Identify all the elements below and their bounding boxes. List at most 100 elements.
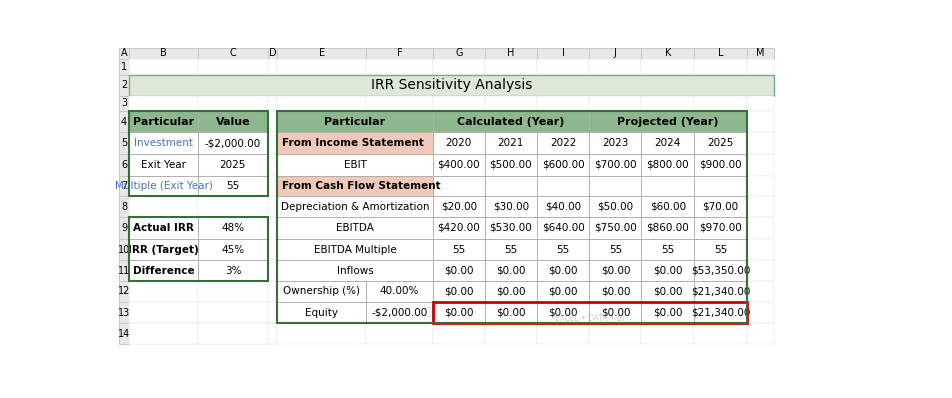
Bar <box>198 59 268 76</box>
Bar <box>694 96 746 111</box>
Text: $0.00: $0.00 <box>496 287 526 297</box>
Text: $50.00: $50.00 <box>597 202 633 212</box>
Text: EBITDA Multiple: EBITDA Multiple <box>313 244 396 254</box>
Bar <box>277 154 433 176</box>
Text: $700.00: $700.00 <box>594 160 637 170</box>
Bar <box>268 154 277 176</box>
Bar <box>746 217 774 239</box>
Text: I: I <box>562 48 565 58</box>
Text: 3: 3 <box>121 98 128 108</box>
Bar <box>367 59 433 76</box>
Bar <box>537 48 589 59</box>
Text: 2022: 2022 <box>550 138 576 148</box>
Text: Difference: Difference <box>132 266 194 276</box>
Text: $600.00: $600.00 <box>542 160 585 170</box>
Text: $0.00: $0.00 <box>548 308 578 318</box>
Bar <box>268 324 277 344</box>
Text: Equity: Equity <box>306 308 338 318</box>
Bar <box>268 96 277 111</box>
Bar <box>198 281 268 302</box>
Text: H: H <box>507 48 514 58</box>
Bar <box>694 302 746 324</box>
Text: $970.00: $970.00 <box>699 223 742 233</box>
Text: Calculated (Year): Calculated (Year) <box>458 117 565 127</box>
Bar <box>268 111 277 133</box>
Text: M: M <box>756 48 764 58</box>
Text: 55: 55 <box>505 244 517 254</box>
Bar <box>642 196 694 217</box>
Bar <box>485 324 537 344</box>
Text: $21,340.00: $21,340.00 <box>691 287 750 297</box>
Bar <box>277 48 367 59</box>
Bar <box>129 239 198 260</box>
Text: Actual IRR: Actual IRR <box>133 223 194 233</box>
Bar <box>433 133 485 154</box>
Bar <box>694 260 746 281</box>
Text: 9: 9 <box>121 223 128 233</box>
Bar <box>589 260 642 281</box>
Bar <box>129 48 198 59</box>
Text: 11: 11 <box>118 266 130 276</box>
Text: 7: 7 <box>121 181 128 191</box>
Bar <box>119 302 129 324</box>
Bar <box>642 302 694 324</box>
Bar <box>746 302 774 324</box>
Text: 55: 55 <box>661 244 674 254</box>
Text: 45%: 45% <box>222 244 245 254</box>
Bar <box>119 217 129 239</box>
Bar <box>119 176 129 196</box>
Text: $400.00: $400.00 <box>438 160 480 170</box>
Bar <box>589 111 746 133</box>
Text: 3%: 3% <box>225 266 241 276</box>
Bar <box>694 154 746 176</box>
Text: $0.00: $0.00 <box>548 287 578 297</box>
Bar <box>198 96 268 111</box>
Text: $0.00: $0.00 <box>548 266 578 276</box>
Text: -$2,000.00: -$2,000.00 <box>205 138 261 148</box>
Bar <box>277 59 367 76</box>
Bar <box>537 59 589 76</box>
Bar <box>268 239 277 260</box>
Text: $0.00: $0.00 <box>653 287 683 297</box>
Bar <box>433 302 485 324</box>
Bar <box>129 281 198 302</box>
Text: EBITDA: EBITDA <box>336 223 374 233</box>
Bar <box>485 281 537 302</box>
Bar <box>198 176 268 196</box>
Text: $0.00: $0.00 <box>496 308 526 318</box>
Bar <box>433 281 485 302</box>
Bar <box>537 196 589 217</box>
Text: 2025: 2025 <box>707 138 734 148</box>
Bar <box>537 260 589 281</box>
Text: 2: 2 <box>121 80 128 90</box>
Text: A: A <box>121 48 128 58</box>
Bar <box>198 324 268 344</box>
Bar <box>642 217 694 239</box>
Bar <box>367 281 433 302</box>
Bar <box>367 96 433 111</box>
Text: Multiple (Exit Year): Multiple (Exit Year) <box>114 181 212 191</box>
Text: 2020: 2020 <box>446 138 472 148</box>
Bar <box>119 111 129 133</box>
Bar <box>268 133 277 154</box>
Bar <box>589 154 642 176</box>
Bar <box>694 133 746 154</box>
Bar <box>694 59 746 76</box>
Bar <box>433 176 485 196</box>
Bar <box>694 281 746 302</box>
Text: IRR Sensitivity Analysis: IRR Sensitivity Analysis <box>370 78 532 92</box>
Text: 55: 55 <box>608 244 622 254</box>
Text: $800.00: $800.00 <box>646 160 689 170</box>
Bar <box>642 260 694 281</box>
Bar <box>129 76 774 96</box>
Bar <box>129 154 198 176</box>
Bar <box>268 302 277 324</box>
Text: 4: 4 <box>121 117 128 127</box>
Bar <box>485 96 537 111</box>
Bar <box>268 324 277 344</box>
Bar <box>277 239 433 260</box>
Bar <box>433 217 485 239</box>
Text: $0.00: $0.00 <box>601 266 630 276</box>
Text: $40.00: $40.00 <box>545 202 581 212</box>
Bar <box>277 133 433 154</box>
